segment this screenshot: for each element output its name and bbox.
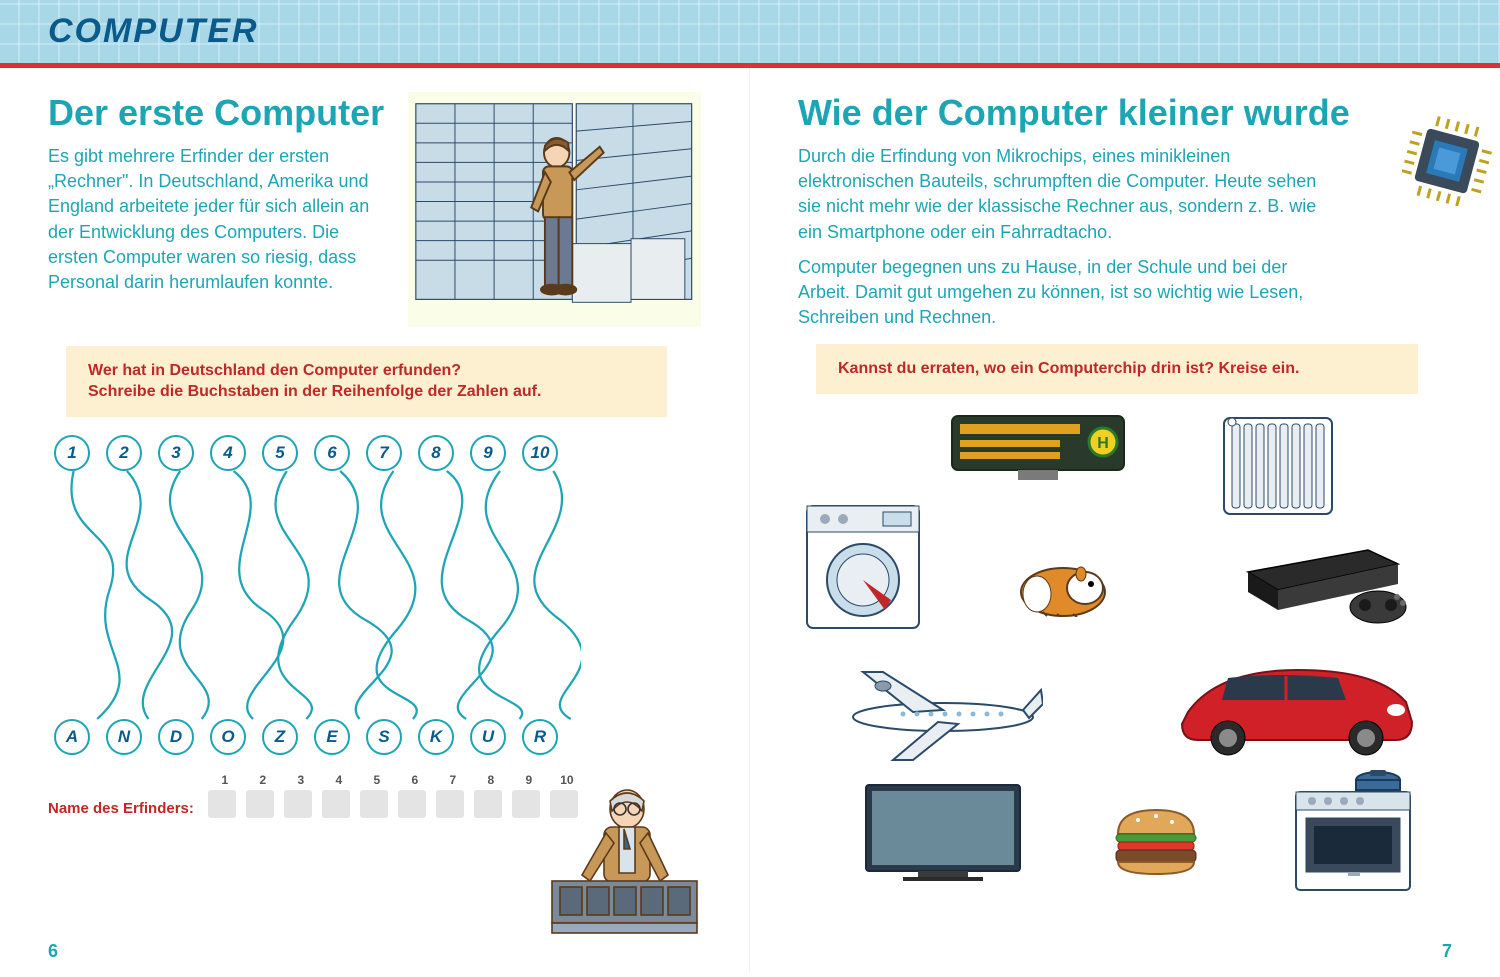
answer-slot[interactable] [208,790,236,818]
answer-slot[interactable] [474,790,502,818]
task-line-2: Schreibe die Buchstaben in der Reihenfol… [88,381,645,403]
number-circle: 4 [210,435,246,471]
left-title: Der erste Computer [48,92,388,134]
answer-slot[interactable] [398,790,426,818]
right-body-1: Durch die Erfindung von Mikrochips, eine… [798,144,1321,245]
tangle-puzzle: 123456789 10 [48,435,701,755]
letter-circle: E [314,719,350,755]
microchip-icon [1402,116,1492,211]
letter-circle: D [158,719,194,755]
letter-circle: O [210,719,246,755]
number-circle: 3 [158,435,194,471]
airplane-icon[interactable] [843,662,1043,762]
task-line-1: Wer hat in Deutschland den Computer erfu… [88,360,645,382]
letter-circle: N [106,719,142,755]
letter-circle: U [470,719,506,755]
letter-circle: S [366,719,402,755]
number-circle: 8 [418,435,454,471]
number-circle: 9 [470,435,506,471]
tangle-lines [48,469,581,721]
objects-grid: H [798,412,1452,852]
guinea-pig-icon[interactable] [1013,552,1108,617]
page-7: Wie der Computer kleiner wurde Durch die… [750,68,1500,972]
letter-circle: A [54,719,90,755]
right-body-2: Computer begegnen uns zu Hause, in der S… [798,255,1321,331]
number-circle: 1 [54,435,90,471]
letter-circle: R [522,719,558,755]
radiator-icon[interactable] [1218,412,1338,522]
answer-slot[interactable] [246,790,274,818]
tv-icon[interactable] [858,777,1028,882]
left-body: Es gibt mehrere Erfinder der ersten „Rec… [48,144,388,295]
number-circle: 6 [314,435,350,471]
washing-machine-icon[interactable] [803,502,923,632]
right-task-box: Kannst du erraten, wo ein Computerchip d… [816,344,1418,394]
bus-display-icon[interactable]: H [948,412,1128,482]
number-circle: 7 [366,435,402,471]
inventor-illustration [532,781,707,936]
svg-text:H: H [1097,435,1109,452]
hamburger-icon[interactable] [1108,802,1203,877]
number-circle: 2 [106,435,142,471]
game-console-icon[interactable] [1238,542,1413,627]
car-icon[interactable] [1168,652,1418,757]
header-title: COMPUTER [48,12,259,51]
answer-slot[interactable] [360,790,388,818]
page-number-left: 6 [48,941,58,962]
page-number-right: 7 [1442,941,1452,962]
letter-circle: K [418,719,454,755]
answer-label: Name des Erfinders: [48,800,194,818]
room-computer-illustration [408,92,701,332]
page-6: Der erste Computer Es gibt mehrere Erfin… [0,68,750,972]
answer-slot[interactable] [322,790,350,818]
header-band: COMPUTER [0,0,1500,68]
left-task-box: Wer hat in Deutschland den Computer erfu… [66,346,667,417]
number-circle: 10 [522,435,558,471]
answer-slot[interactable] [284,790,312,818]
letter-circle: Z [262,719,298,755]
stove-icon[interactable] [1288,762,1418,897]
number-circle: 5 [262,435,298,471]
right-task-text: Kannst du erraten, wo ein Computerchip d… [838,360,1299,377]
right-title: Wie der Computer kleiner wurde [798,92,1452,134]
answer-slot[interactable] [436,790,464,818]
